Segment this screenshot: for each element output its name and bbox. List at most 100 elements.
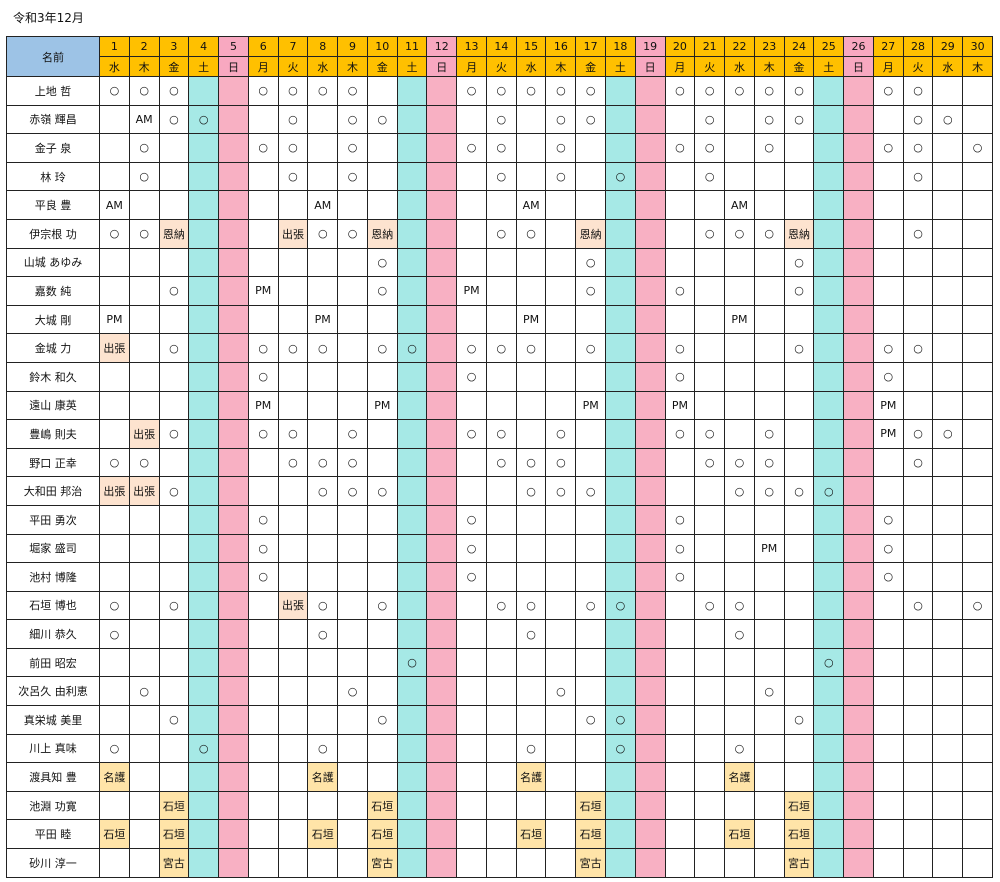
schedule-cell (813, 390, 845, 421)
schedule-cell (813, 361, 845, 392)
schedule-cell (128, 276, 160, 306)
schedule-cell (188, 590, 220, 621)
schedule-cell: ○ (158, 76, 190, 106)
schedule-cell (902, 504, 934, 535)
schedule-cell (872, 476, 904, 506)
schedule-cell (218, 304, 249, 335)
schedule-cell: 石垣 (783, 790, 815, 821)
schedule-cell: ○ (872, 133, 904, 163)
schedule-cell (218, 161, 249, 192)
weekday-header: 火 (902, 56, 934, 77)
schedule-cell (783, 419, 815, 449)
schedule-cell (664, 676, 696, 707)
schedule-cell (813, 562, 845, 592)
schedule-cell (783, 133, 815, 163)
schedule-cell (426, 504, 458, 535)
schedule-cell: ○ (485, 104, 517, 135)
schedule-cell (664, 848, 696, 878)
schedule-cell (218, 647, 249, 678)
schedule-cell (396, 762, 428, 792)
schedule-cell (366, 304, 398, 335)
schedule-cell (843, 390, 874, 421)
schedule-cell (962, 247, 993, 278)
schedule-cell (872, 705, 904, 735)
schedule-cell (158, 190, 190, 220)
schedule-cell: ○ (485, 218, 517, 249)
schedule-cell: ○ (158, 705, 190, 735)
schedule-cell (247, 476, 279, 506)
schedule-cell (128, 304, 160, 335)
schedule-cell: ○ (902, 133, 934, 163)
schedule-cell (634, 562, 666, 592)
schedule-cell: ○ (813, 476, 845, 506)
schedule-cell (456, 705, 487, 735)
schedule-cell (575, 533, 607, 564)
schedule-cell (753, 819, 785, 850)
schedule-cell: ○ (545, 104, 577, 135)
schedule-cell (605, 247, 636, 278)
schedule-cell (99, 390, 130, 421)
schedule-cell (337, 276, 368, 306)
schedule-cell: 名護 (515, 762, 547, 792)
schedule-cell (366, 647, 398, 678)
schedule-cell (634, 390, 666, 421)
schedule-cell (694, 733, 726, 764)
schedule-cell: ○ (188, 104, 220, 135)
schedule-cell (634, 676, 666, 707)
schedule-cell (485, 390, 517, 421)
schedule-cell: ○ (277, 333, 309, 363)
schedule-cell (396, 304, 428, 335)
schedule-cell (515, 848, 547, 878)
schedule-cell (932, 76, 964, 106)
schedule-cell: 宮古 (366, 848, 398, 878)
table-row: 山城 あゆみ ○ ○ ○ (6, 247, 993, 278)
schedule-cell: ○ (337, 76, 368, 106)
schedule-cell (247, 619, 279, 649)
schedule-cell: ○ (575, 333, 607, 363)
schedule-cell (515, 676, 547, 707)
schedule-cell (366, 533, 398, 564)
schedule-cell: ○ (128, 133, 160, 163)
schedule-cell (634, 133, 666, 163)
schedule-cell (218, 733, 249, 764)
schedule-cell (634, 504, 666, 535)
schedule-cell (605, 218, 636, 249)
schedule-cell (605, 304, 636, 335)
schedule-cell (694, 647, 726, 678)
schedule-cell: ○ (456, 133, 487, 163)
person-name: 池村 博隆 (6, 562, 100, 592)
schedule-cell (753, 647, 785, 678)
table-row: 大城 剛 PM PM PM PM (6, 304, 993, 335)
schedule-cell (396, 390, 428, 421)
day-number-header: 10 (366, 36, 398, 57)
schedule-cell (515, 647, 547, 678)
schedule-cell (605, 676, 636, 707)
schedule-cell (337, 390, 368, 421)
schedule-cell (128, 790, 160, 821)
schedule-cell (188, 218, 220, 249)
schedule-cell (813, 790, 845, 821)
schedule-cell: PM (456, 276, 487, 306)
schedule-cell: ○ (545, 133, 577, 163)
schedule-cell (724, 676, 755, 707)
schedule-cell (932, 705, 964, 735)
schedule-cell (247, 304, 279, 335)
schedule-cell (337, 790, 368, 821)
schedule-cell (753, 304, 785, 335)
schedule-cell: ○ (99, 76, 130, 106)
schedule-cell: 出張 (99, 476, 130, 506)
weekday-header: 日 (634, 56, 666, 77)
schedule-cell: 石垣 (366, 790, 398, 821)
schedule-cell (188, 790, 220, 821)
schedule-cell (545, 533, 577, 564)
schedule-cell (872, 247, 904, 278)
schedule-cell (813, 819, 845, 850)
table-row: 嘉数 純 ○ PM ○ PM ○ ○ ○ (6, 276, 993, 306)
schedule-cell (307, 705, 339, 735)
schedule-cell (307, 276, 339, 306)
schedule-cell (902, 476, 934, 506)
schedule-cell (456, 647, 487, 678)
schedule-cell (813, 848, 845, 878)
schedule-cell: ○ (456, 504, 487, 535)
schedule-cell (724, 276, 755, 306)
